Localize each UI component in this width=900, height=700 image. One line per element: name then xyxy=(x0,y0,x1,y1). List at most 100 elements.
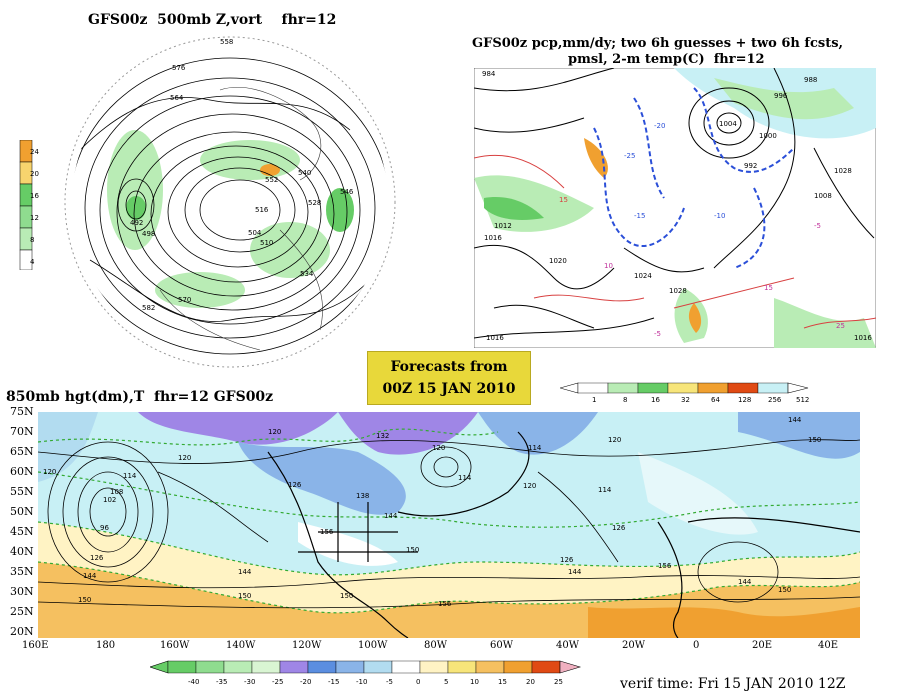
na-label: -25 xyxy=(624,152,635,160)
na-label: 996 xyxy=(774,92,788,100)
hgt-label: 96 xyxy=(100,524,109,532)
na-label: 1028 xyxy=(669,287,687,295)
vort-legend-label: 8 xyxy=(30,236,35,244)
lat-label: 45N xyxy=(10,525,34,538)
hgt-label: 156 xyxy=(438,600,452,608)
pcp-legend: 1 8 16 32 64 128 256 512 xyxy=(560,382,809,404)
na-label: 1016 xyxy=(854,334,872,342)
hgt-label: 150 xyxy=(238,592,251,600)
hgt-label: 126 xyxy=(288,481,302,489)
forecast-badge: Forecasts from 00Z 15 JAN 2010 xyxy=(367,351,531,405)
na-label: -20 xyxy=(654,122,665,130)
na-label: 15 xyxy=(559,196,568,204)
polar-label: 564 xyxy=(170,94,184,102)
na-pcp-map: 984 1012 1016 1020 1024 1028 1004 1000 9… xyxy=(474,68,876,348)
coastlines-850 xyxy=(267,431,860,638)
na-label: 1020 xyxy=(549,257,567,265)
temp-legend-label: 0 xyxy=(416,678,420,686)
lat-label: 25N xyxy=(10,605,34,618)
lon-label: 160W xyxy=(160,640,190,651)
hgt-label: 138 xyxy=(356,492,369,500)
lat-label: 30N xyxy=(10,585,34,598)
na-label: 1016 xyxy=(486,334,504,342)
vort-area xyxy=(250,222,330,278)
temp-legend-label: -5 xyxy=(386,678,393,686)
na-label: 984 xyxy=(482,70,496,78)
vort-legend-label: 16 xyxy=(30,192,39,200)
polar-label: 582 xyxy=(142,304,155,312)
polar-label: 498 xyxy=(142,230,155,238)
lon-label: 140W xyxy=(226,640,256,651)
title-pcp-line1: GFS00z pcp,mm/dy; two 6h guesses + two 6… xyxy=(472,36,844,51)
temp-legend-label: -15 xyxy=(328,678,339,686)
polar-label: 570 xyxy=(178,296,191,304)
polar-label: 492 xyxy=(130,219,143,227)
temp-legend-label: 5 xyxy=(444,678,448,686)
hgt-label: 120 xyxy=(523,482,536,490)
pcp-legend-label: 8 xyxy=(623,396,627,404)
polar-label: 534 xyxy=(300,270,314,278)
lon-label: 120W xyxy=(292,640,322,651)
hgt-label: 150 xyxy=(340,592,353,600)
temp-legend-label: 10 xyxy=(470,678,479,686)
hgt-label: 150 xyxy=(808,436,821,444)
hgt-label: 120 xyxy=(268,428,281,436)
hgt-label: 150 xyxy=(78,596,91,604)
polar-label: 552 xyxy=(265,176,278,184)
polar-label: 546 xyxy=(340,188,354,196)
vort-area xyxy=(126,196,146,220)
hgt-label: 120 xyxy=(432,444,445,452)
vort-legend-label: 24 xyxy=(30,148,39,156)
lat-label: 65N xyxy=(10,445,34,458)
vort-legend xyxy=(19,140,33,270)
lon-label: 0 xyxy=(693,640,700,651)
title-850mb: 850mb hgt(dm),T fhr=12 GFS00z xyxy=(6,389,274,405)
hgt-label: 114 xyxy=(458,474,472,482)
polar-label: 504 xyxy=(248,229,262,237)
hgt-label: 120 xyxy=(608,436,621,444)
na-label: -10 xyxy=(714,212,725,220)
temp-legend: -40 -35 -30 -25 -20 -15 -10 -5 0 5 10 15… xyxy=(150,660,582,686)
polar-label: 558 xyxy=(220,38,233,46)
lon-label: 60W xyxy=(490,640,514,651)
lon-label: 40W xyxy=(556,640,580,651)
title-500mb: GFS00z 500mb Z,vort fhr=12 xyxy=(88,12,337,28)
temp-legend-label: 25 xyxy=(554,678,563,686)
pcp-legend-label: 1 xyxy=(592,396,596,404)
na-label: -5 xyxy=(654,330,661,338)
hgt-label: 132 xyxy=(376,432,389,440)
hgt-label: 102 xyxy=(103,496,116,504)
polar-label: 576 xyxy=(172,64,186,72)
na-label: -15 xyxy=(634,212,645,220)
forecast-badge-line2: 00Z 15 JAN 2010 xyxy=(382,381,516,397)
hgt-label: 144 xyxy=(738,578,752,586)
temp-legend-label: 20 xyxy=(526,678,535,686)
precip-shading xyxy=(474,68,876,348)
lat-label: 60N xyxy=(10,465,34,478)
na-label: 15 xyxy=(764,284,773,292)
temperature-contours xyxy=(38,428,860,614)
hgt-label: 120 xyxy=(178,454,191,462)
height-contours-850 xyxy=(38,439,860,609)
temp-legend-label: -40 xyxy=(188,678,199,686)
hgt-label: 156 xyxy=(658,562,672,570)
hgt-label: 144 xyxy=(238,568,252,576)
warm-isotherms xyxy=(474,154,876,329)
vort-legend-label: 20 xyxy=(30,170,39,178)
hgt-label: 114 xyxy=(123,472,137,480)
forecast-badge-line1: Forecasts from xyxy=(390,359,508,375)
hgt-label: 144 xyxy=(384,512,398,520)
na-label: 1016 xyxy=(484,234,502,242)
hgt-label: 156 xyxy=(320,528,334,536)
hgt-label: 114 xyxy=(598,486,612,494)
hgt-label: 144 xyxy=(83,572,97,580)
pcp-legend-label: 128 xyxy=(738,396,751,404)
na-label: 1000 xyxy=(759,132,777,140)
lat-label: 50N xyxy=(10,505,34,518)
lon-label: 20W xyxy=(622,640,646,651)
hgt850-labels: 120 132 120 114 114 120 144 150 120 120 … xyxy=(43,416,821,608)
hgt-label: 114 xyxy=(528,444,542,452)
pcp-legend-label: 16 xyxy=(651,396,660,404)
temp-legend-label: -35 xyxy=(216,678,227,686)
hgt-label: 144 xyxy=(568,568,582,576)
